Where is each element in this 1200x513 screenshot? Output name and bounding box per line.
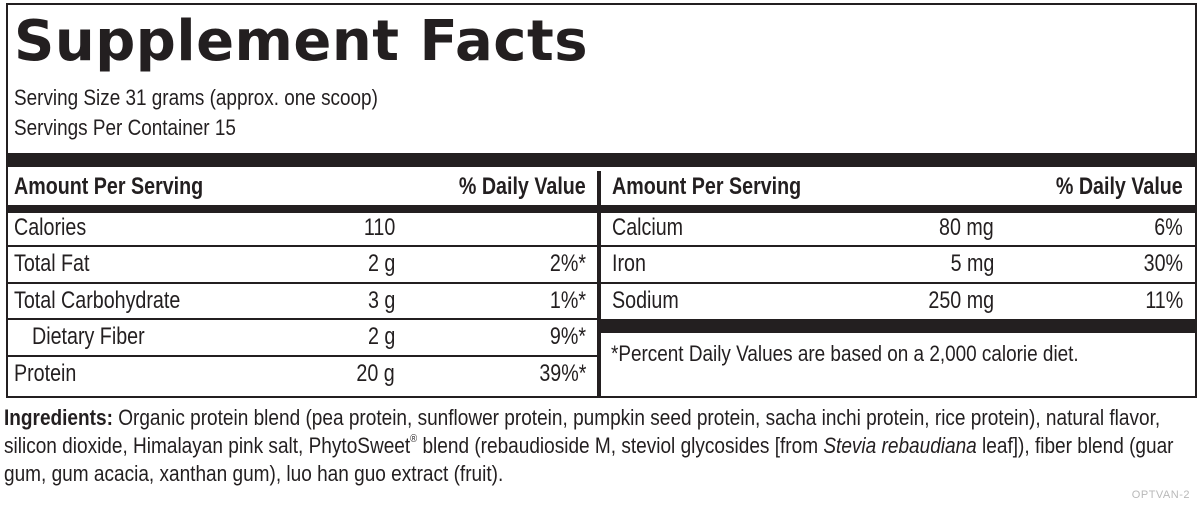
nutrient-amount: 20 g: [356, 360, 395, 387]
row-rule: [601, 245, 1195, 247]
ingredients-text: leaf]), fiber blend (guar gum, gum acaci…: [4, 433, 1174, 486]
nutrient-name: Total Carbohydrate: [14, 287, 181, 314]
column-divider: [597, 171, 601, 397]
ingredients-label: Ingredients:: [4, 405, 113, 430]
thick-divider-right: [601, 319, 1195, 333]
right-header-rule: [601, 205, 1195, 213]
registered-mark: ®: [410, 433, 418, 445]
nutrient-dv: 2%*: [549, 250, 586, 277]
label-title: Supplement Facts: [14, 9, 589, 74]
row-rule: [8, 282, 597, 284]
ingredients-text: blend (rebaudioside M, steviol glycoside…: [417, 433, 824, 458]
thick-divider-top: [8, 153, 1195, 167]
ingredients-statement: Ingredients: Organic protein blend (pea …: [4, 404, 1198, 488]
nutrient-amount: 2 g: [367, 250, 395, 277]
row-rule: [8, 355, 597, 357]
nutrient-name: Dietary Fiber: [32, 323, 145, 350]
row-rule: [8, 318, 597, 320]
serving-size: Serving Size 31 grams (approx. one scoop…: [14, 85, 378, 110]
nutrient-name: Protein: [14, 360, 77, 387]
nutrient-dv: 39%*: [538, 360, 586, 387]
right-header-dv: % Daily Value: [1056, 173, 1183, 200]
left-header-dv: % Daily Value: [459, 173, 586, 200]
nutrient-amount: 80 mg: [939, 214, 994, 241]
product-code: OPTVAN-2: [1131, 489, 1190, 501]
ingredients-text: Organic protein blend (pea protein, sunf…: [4, 405, 1161, 458]
label-frame: [6, 3, 1197, 398]
nutrient-name: Calories: [14, 214, 87, 241]
nutrient-dv: 11%: [1145, 287, 1183, 314]
left-header-rule: [8, 205, 597, 213]
nutrient-dv: 30%: [1143, 250, 1183, 277]
nutrient-dv: 6%: [1154, 214, 1183, 241]
nutrient-amount: 3 g: [367, 287, 395, 314]
right-header-amount: Amount Per Serving: [612, 173, 802, 200]
ingredients-italic-text: Stevia rebaudiana: [823, 433, 977, 458]
row-rule: [601, 282, 1195, 284]
left-header-amount: Amount Per Serving: [14, 173, 204, 200]
nutrient-name: Iron: [612, 250, 646, 277]
nutrient-amount: 2 g: [367, 323, 395, 350]
row-rule: [8, 245, 597, 247]
nutrient-dv: 9%*: [549, 323, 586, 350]
servings-per-container: Servings Per Container 15: [14, 115, 236, 140]
nutrient-dv: 1%*: [549, 287, 586, 314]
daily-value-footnote: *Percent Daily Values are based on a 2,0…: [611, 341, 1079, 366]
nutrient-amount: 110: [363, 214, 395, 241]
nutrient-name: Calcium: [612, 214, 684, 241]
nutrient-amount: 5 mg: [950, 250, 994, 277]
nutrient-name: Total Fat: [14, 250, 90, 277]
nutrient-amount: 250 mg: [928, 287, 994, 314]
nutrient-name: Sodium: [612, 287, 679, 314]
